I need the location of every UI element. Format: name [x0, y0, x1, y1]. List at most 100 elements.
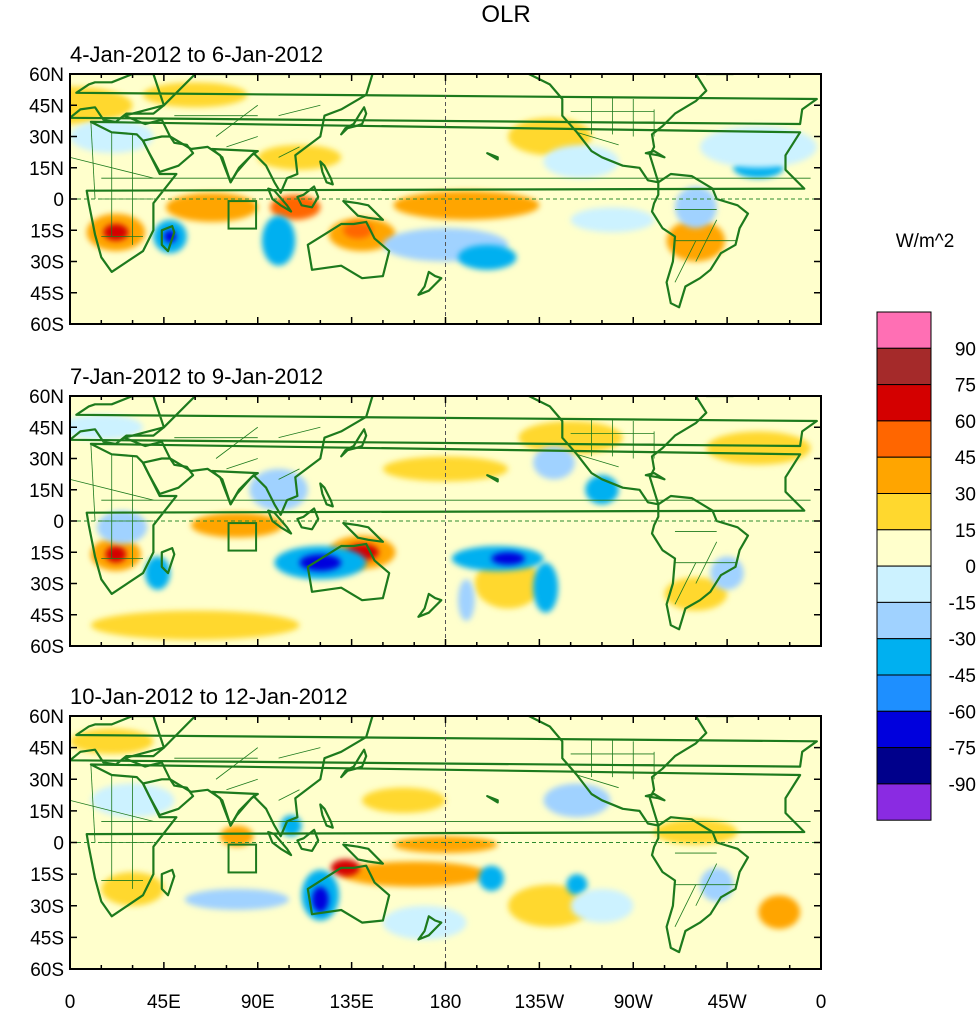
country-border — [90, 764, 96, 843]
negative-olr-anomaly — [543, 783, 611, 818]
colorbar-swatch — [876, 674, 932, 712]
colorbar-tick-label: -90 — [949, 775, 976, 796]
country-border — [576, 131, 619, 146]
units-label: W/m^2 — [896, 231, 955, 252]
lon-tick-label: 180 — [430, 992, 462, 1013]
lat-tick-label: 45S — [30, 284, 64, 305]
lat-tick-label: 30S — [30, 897, 64, 918]
arabia-outline — [141, 778, 195, 817]
colorbar-tick-label: 60 — [955, 412, 976, 433]
positive-olr-anomaly — [343, 221, 373, 239]
cuba-outline — [644, 150, 666, 159]
country-border — [226, 458, 258, 470]
new-guinea-outline — [342, 200, 384, 221]
lat-tick-label: 30S — [30, 575, 64, 596]
positive-olr-anomaly — [220, 825, 254, 847]
new-guinea-outline — [342, 522, 384, 543]
country-border — [90, 121, 96, 200]
negative-olr-anomaly — [458, 579, 475, 622]
positive-olr-anomaly — [518, 421, 623, 455]
colorbar-swatch — [876, 456, 932, 495]
lon-tick-label: 45E — [147, 992, 181, 1013]
colorbar-tick-label: 75 — [955, 376, 976, 397]
colorbar-tick-label: 15 — [955, 521, 976, 542]
india-outline-outline — [210, 469, 259, 506]
lat-tick-label: 0 — [53, 190, 64, 211]
negative-olr-anomaly — [533, 446, 575, 480]
positive-olr-anomaly — [664, 577, 728, 611]
india-outline-outline — [210, 790, 259, 827]
colorbar-swatch — [876, 638, 932, 676]
negative-olr-anomaly — [674, 186, 717, 229]
lat-tick-label: 60N — [29, 707, 64, 728]
country-border — [70, 156, 154, 179]
country-border — [278, 747, 321, 759]
country-border — [278, 468, 300, 480]
lat-tick-label: 45N — [29, 96, 64, 117]
europe-outline — [70, 74, 818, 126]
negative-olr-anomaly — [280, 815, 302, 837]
europe-outline — [70, 716, 818, 768]
greenland-outline — [705, 716, 735, 718]
new-guinea-outline — [342, 843, 384, 865]
country-border — [226, 136, 258, 148]
positive-olr-anomaly — [70, 728, 154, 754]
panel-title: 4-Jan-2012 to 6-Jan-2012 — [70, 42, 323, 67]
negative-olr-anomaly — [491, 552, 525, 565]
country-border — [90, 443, 96, 522]
lon-tick-label: 0 — [65, 992, 76, 1013]
negative-olr-anomaly — [311, 886, 329, 913]
figure-title: OLR — [481, 1, 530, 28]
map-panel: 4-Jan-2012 to 6-Jan-2012 60N 45N 30N 15N 0 15… — [29, 42, 822, 336]
panel-frame — [69, 715, 822, 970]
country-border — [278, 426, 321, 439]
lat-tick-label: 30S — [30, 253, 64, 274]
positive-olr-anomaly — [90, 610, 300, 640]
south-america-outline — [650, 494, 750, 631]
panel-title: 10-Jan-2012 to 12-Jan-2012 — [70, 684, 348, 709]
africa-outline — [85, 120, 806, 273]
country-border — [215, 426, 258, 459]
madagascar-outline — [160, 868, 176, 897]
negative-olr-anomaly — [478, 865, 504, 891]
colorbar-tick-label: -60 — [949, 702, 976, 723]
colorbar-swatch — [876, 601, 932, 640]
positive-olr-anomaly — [70, 86, 133, 124]
australia-outline — [306, 864, 391, 924]
borneo-outline — [296, 185, 320, 209]
lat-tick-label: 15N — [29, 802, 64, 823]
colorbar-swatch — [876, 529, 932, 567]
coastlines — [70, 716, 821, 969]
negative-olr-anomaly — [533, 562, 559, 613]
positive-olr-anomaly — [165, 192, 258, 222]
country-border — [278, 789, 300, 801]
country-border — [226, 778, 258, 791]
map-panel: 10-Jan-2012 to 12-Jan-2012 60N 45N 30N 15N 0… — [29, 684, 822, 981]
greenland-outline — [705, 74, 735, 76]
lat-tick-label: 0 — [53, 512, 64, 533]
sumatra-outline — [267, 509, 293, 535]
south-america-outline — [650, 172, 750, 309]
colorbar: 90 75 60 45 30 15 0 -15 -30 -45 -60 -75 -90 — [876, 311, 976, 821]
lon-tick-label: 135E — [329, 992, 373, 1013]
region-box-marker — [227, 522, 258, 552]
lat-tick-label: 60S — [30, 637, 64, 658]
panel-title: 7-Jan-2012 to 9-Jan-2012 — [70, 364, 323, 389]
india-outline-outline — [210, 147, 259, 184]
philippines-outline — [319, 482, 334, 508]
lat-tick-label: 45S — [30, 606, 64, 627]
colorbar-tick-label: -15 — [949, 593, 976, 614]
country-border — [215, 104, 258, 137]
lat-tick-label: 15N — [29, 481, 64, 502]
hawaii-outline — [486, 152, 499, 161]
axis-ticks: 60N 45N 30N 15N 0 15S 30S 45S 60S — [29, 65, 822, 336]
negative-olr-anomaly — [261, 215, 296, 266]
arabia-outline — [141, 457, 195, 495]
philippines-outline — [319, 160, 334, 186]
country-border — [70, 478, 154, 501]
panel-frame — [69, 73, 822, 325]
positive-olr-anomaly — [190, 512, 283, 538]
positive-olr-anomaly — [706, 431, 811, 465]
longitude-labels: 0 45E 90E 135E 180 135W 90W 45W 0 — [65, 992, 827, 1013]
colorbar-swatch — [876, 384, 932, 422]
